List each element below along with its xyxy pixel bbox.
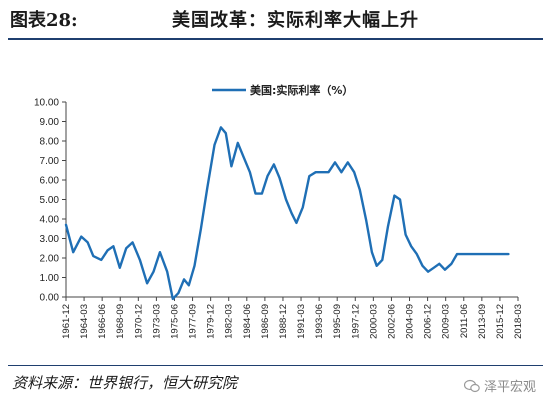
x-tick-label: 1961-12 [61, 304, 72, 339]
y-axis: 0.00 1.00 2.00 3.00 4.00 5.00 6.00 7.00 8.00 9.00… [34, 98, 67, 304]
x-tick-label: 1984-06 [242, 304, 253, 339]
figure-number: 图表28: [10, 10, 78, 31]
figure-header: 图表28: 美国改革：实际利率大幅上升 [0, 0, 550, 36]
x-tick-label: 2000-03 [368, 304, 379, 339]
x-tick-label: 2002-06 [386, 304, 397, 339]
line-chart: 0.00 1.00 2.00 3.00 4.00 5.00 6.00 7.00 8.00 9.00… [34, 83, 524, 339]
series-line [64, 126, 510, 301]
x-axis: 1961-12 1964-03 1966-06 1968-09 1970-12 1973-… [61, 296, 524, 339]
y-tick-label: 9.00 [40, 117, 60, 128]
x-tick-label: 1988-12 [278, 304, 289, 339]
x-tick-label: 2015-12 [495, 304, 506, 339]
x-tick-label: 2013-09 [477, 304, 488, 339]
x-tick-label: 1973-03 [151, 304, 162, 339]
watermark-text: 泽平宏观 [483, 380, 536, 395]
figure-title: 美国改革：实际利率大幅上升 [172, 10, 419, 31]
watermark: 泽平宏观 [463, 376, 536, 395]
x-tick-label: 1975-06 [169, 304, 180, 339]
header-rule [8, 38, 543, 40]
legend-label: 美国:实际利率（%） [250, 83, 353, 97]
y-tick-label: 1.00 [40, 273, 60, 284]
x-tick-label: 1991-03 [296, 304, 307, 339]
x-tick-label: 1968-09 [115, 304, 126, 339]
x-tick-label: 1979-12 [206, 304, 217, 339]
x-tick-label: 1986-09 [260, 304, 271, 339]
y-tick-label: 4.00 [40, 215, 60, 226]
x-tick-label: 2018-03 [513, 304, 524, 339]
x-tick-label: 1964-03 [79, 304, 90, 339]
y-tick-label: 2.00 [40, 254, 60, 265]
y-tick-label: 6.00 [40, 176, 60, 187]
x-tick-label: 2004-09 [405, 304, 416, 339]
x-tick-label: 1977-09 [188, 304, 199, 339]
x-tick-label: 1970-12 [133, 304, 144, 339]
x-tick-label: 1993-06 [314, 304, 325, 339]
x-tick-label: 1995-09 [332, 304, 343, 339]
footer-rule [8, 365, 543, 366]
y-tick-label: 3.00 [40, 234, 60, 245]
series-layer [64, 126, 510, 301]
source-note: 资料来源：世界银行，恒大研究院 [12, 374, 238, 392]
y-tick-label: 0.00 [40, 293, 60, 304]
y-tick-label: 10.00 [34, 98, 59, 109]
legend: 美国:实际利率（%） [212, 83, 353, 97]
x-tick-label: 2011-06 [459, 304, 470, 338]
x-tick-label: 1982-03 [224, 304, 235, 339]
y-tick-label: 8.00 [40, 137, 60, 148]
wechat-icon [463, 379, 480, 392]
x-tick-label: 2009-03 [441, 304, 452, 339]
x-tick-label: 2006-12 [423, 304, 434, 339]
x-tick-label: 1997-12 [350, 304, 361, 339]
y-tick-label: 5.00 [40, 195, 60, 206]
y-tick-label: 7.00 [40, 156, 60, 167]
x-tick-label: 1966-06 [97, 304, 108, 339]
